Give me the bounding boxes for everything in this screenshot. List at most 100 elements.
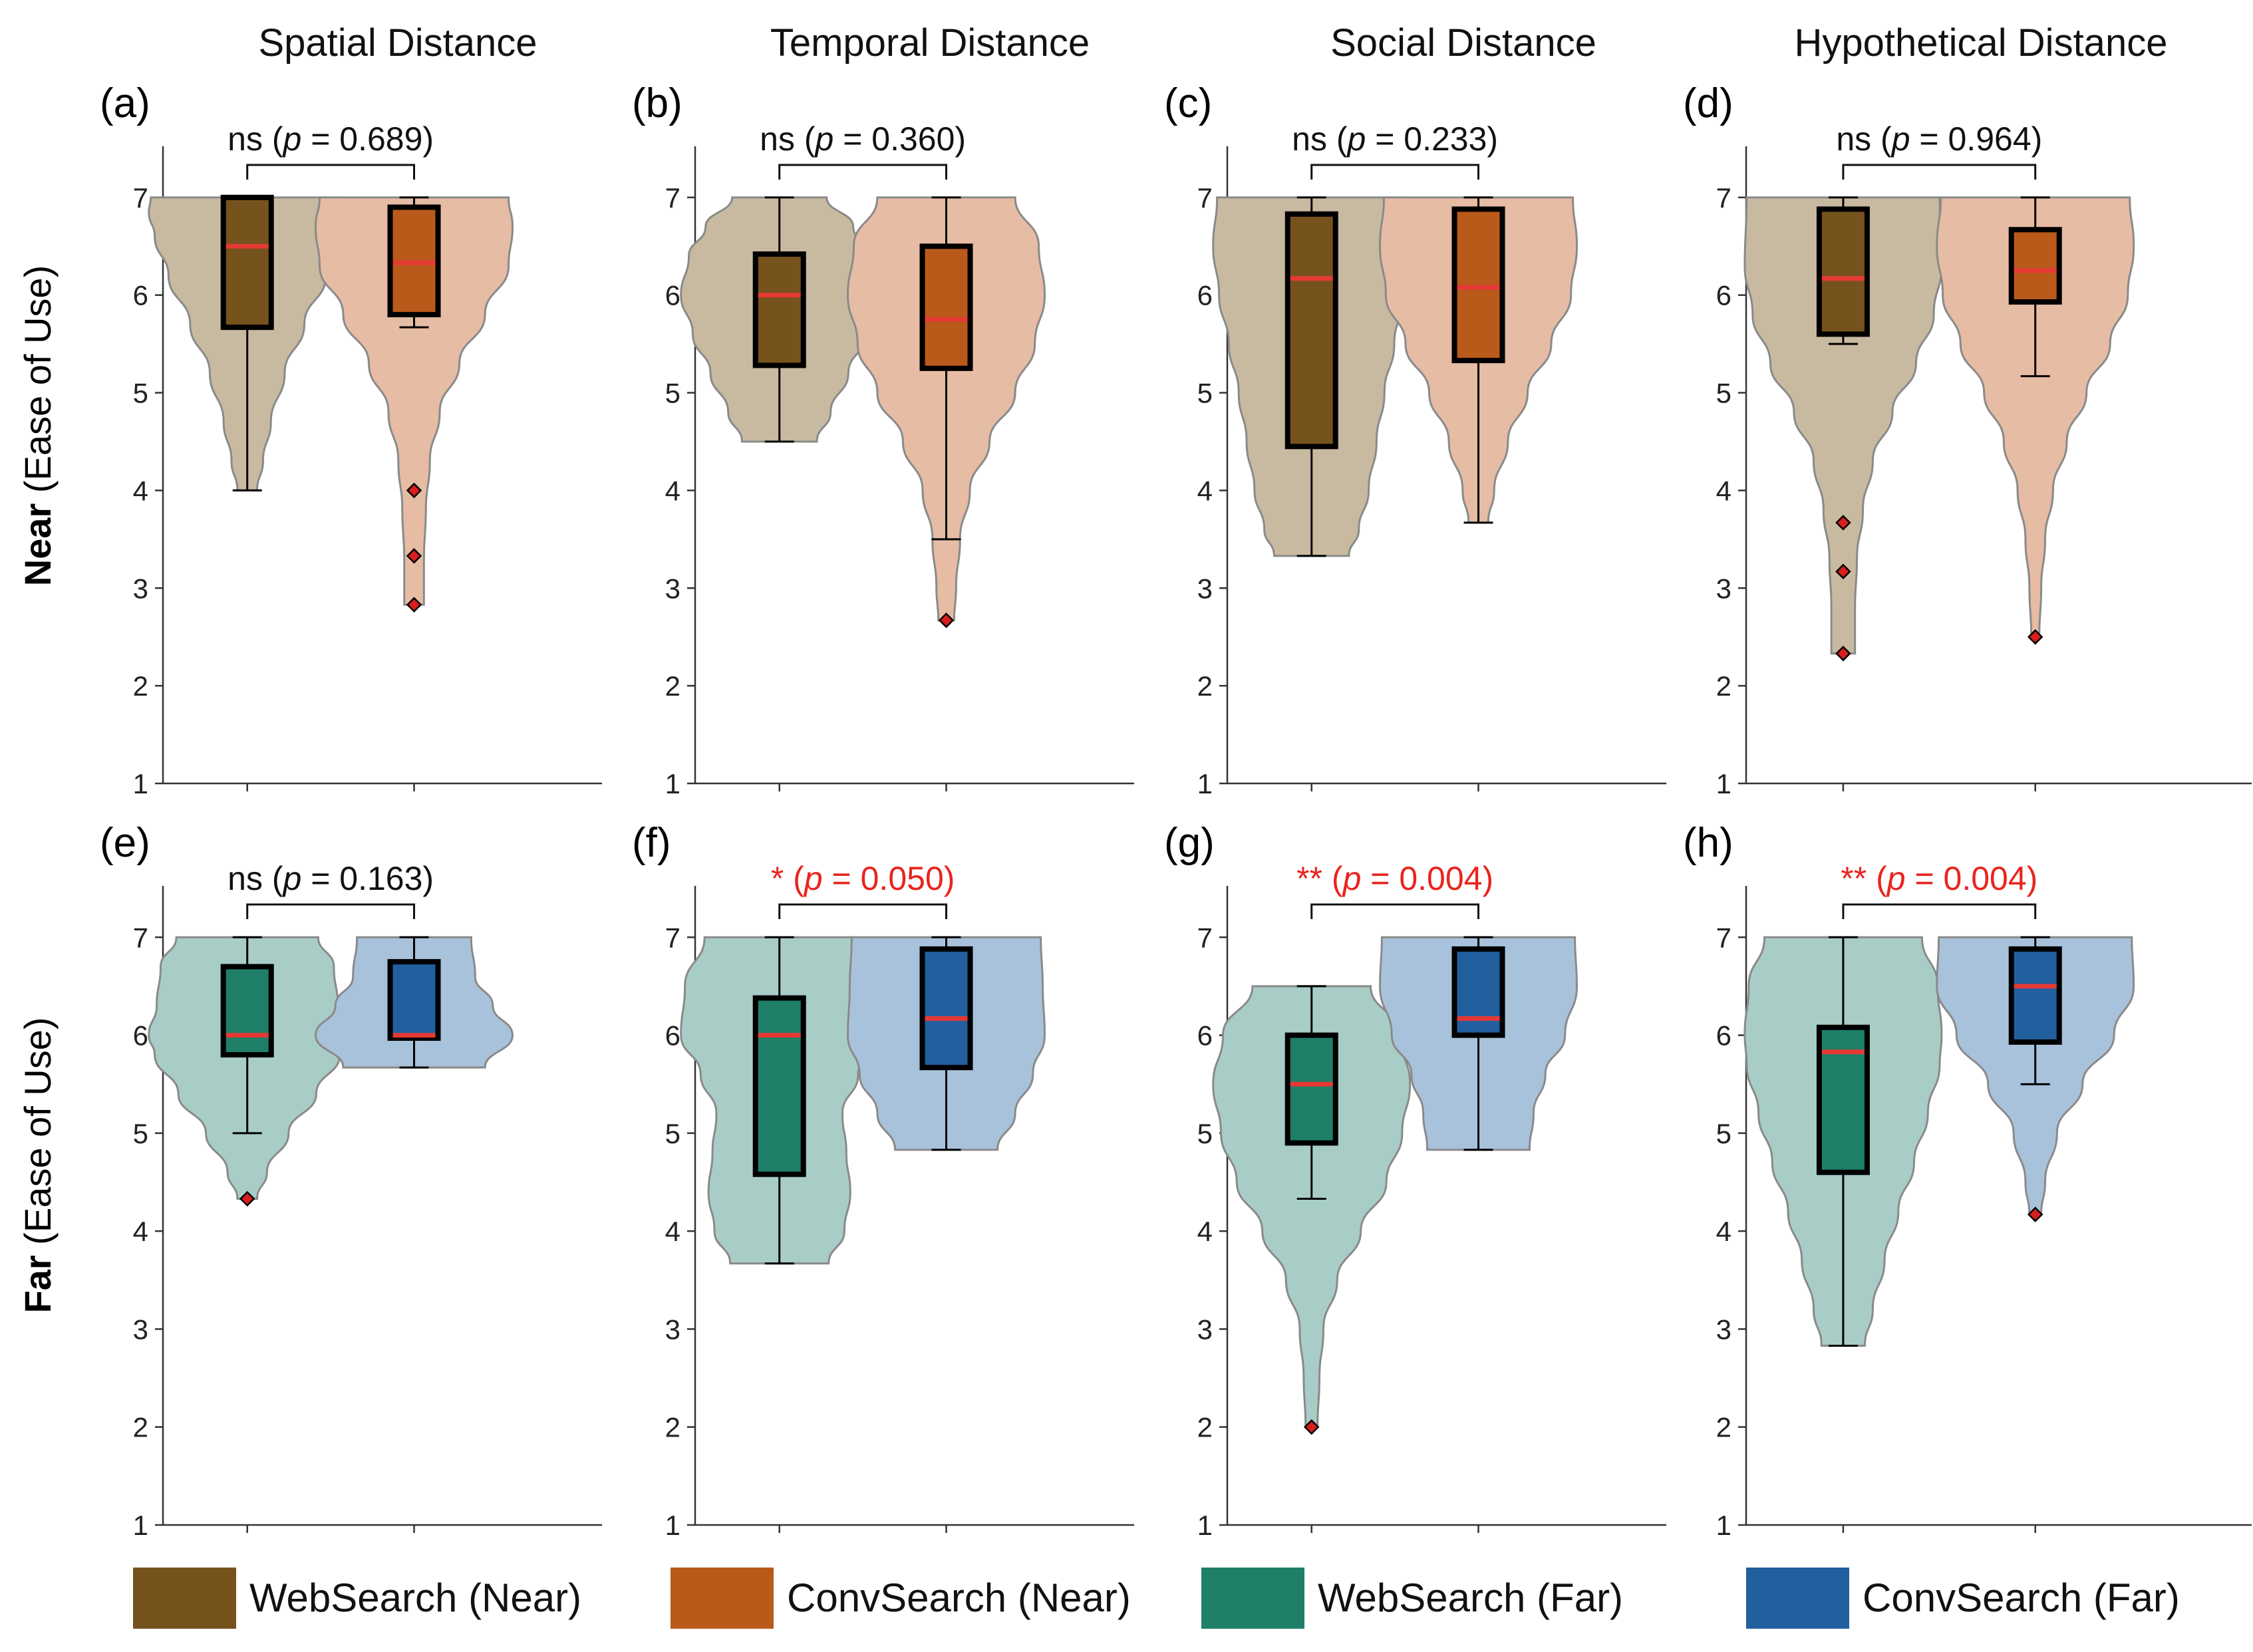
significance-label: ** (p = 0.004) bbox=[1841, 860, 2037, 897]
significance-marker: ns ( bbox=[227, 120, 283, 158]
p-value: = 0.163) bbox=[301, 860, 434, 897]
significance-label: * (p = 0.050) bbox=[771, 860, 955, 897]
panel-b: (b) 1 2 3 4 5 6 7 ns (p = 0.360) bbox=[632, 80, 1134, 799]
significance-bracket bbox=[246, 903, 416, 919]
legend-label: ConvSearch (Near) bbox=[787, 1576, 1131, 1620]
row-label-near: Near (Ease of Use) bbox=[17, 265, 59, 586]
panel-label-g: (g) bbox=[1164, 820, 1215, 866]
y-tick-label: 7 bbox=[1716, 922, 1731, 953]
y-tick-label: 5 bbox=[665, 1118, 680, 1149]
row-label-far-bold: Far bbox=[17, 1255, 59, 1313]
y-tick-label: 3 bbox=[665, 573, 680, 604]
significance-label: ns (p = 0.360) bbox=[760, 120, 966, 158]
y-tick-label: 1 bbox=[665, 1510, 680, 1541]
y-tick-label: 4 bbox=[133, 1216, 148, 1247]
y-tick-label: 2 bbox=[665, 670, 680, 702]
box-convsearch_far bbox=[2008, 946, 2062, 1045]
y-tick-label: 7 bbox=[665, 922, 680, 953]
y-tick-label: 7 bbox=[1197, 922, 1213, 953]
box-websearch_near bbox=[752, 251, 806, 368]
box-convsearch_near bbox=[1451, 206, 1505, 364]
legend-swatch bbox=[1201, 1568, 1304, 1629]
p-value: = 0.360) bbox=[833, 120, 966, 158]
row-label-far: Far (Ease of Use) bbox=[17, 1017, 59, 1313]
box-websearch_near bbox=[220, 194, 274, 331]
panel-g: (g) 1 2 3 4 5 6 7 ** (p = 0.004) bbox=[1164, 820, 1666, 1541]
y-tick-label: 6 bbox=[665, 1020, 680, 1051]
box-websearch_near bbox=[1816, 206, 1870, 337]
significance-marker: ** ( bbox=[1841, 860, 1887, 897]
y-tick-label: 3 bbox=[1197, 573, 1213, 604]
p-value: = 0.689) bbox=[301, 120, 434, 158]
row-label-near-rest: (Ease of Use) bbox=[17, 265, 59, 503]
box-convsearch_far bbox=[1451, 946, 1505, 1038]
violin-group-websearch_far bbox=[148, 936, 347, 1207]
p-value: = 0.050) bbox=[823, 860, 955, 897]
y-tick-label: 2 bbox=[1716, 670, 1731, 702]
legend-label: WebSearch (Near) bbox=[249, 1576, 581, 1620]
panel-h: (h) 1 2 3 4 5 6 7 ** (p = 0.004) bbox=[1683, 820, 2252, 1541]
y-tick-label: 7 bbox=[133, 922, 148, 953]
y-tick-label: 3 bbox=[1716, 1313, 1731, 1345]
violin-group-convsearch_near bbox=[847, 196, 1046, 628]
column-title-hypothetical: Hypothetical Distance bbox=[1795, 21, 2168, 65]
y-tick-label: 6 bbox=[133, 1020, 148, 1051]
box-websearch_near bbox=[1284, 211, 1338, 450]
outlier-point bbox=[406, 548, 422, 564]
outlier-point bbox=[1835, 645, 1851, 662]
legend-label: ConvSearch (Far) bbox=[1863, 1576, 2180, 1620]
box-convsearch_near bbox=[919, 243, 973, 371]
y-tick-label: 1 bbox=[133, 768, 148, 799]
violin-convsearch_near bbox=[1936, 196, 2135, 638]
significance-marker: ns ( bbox=[1292, 120, 1348, 158]
significance-label: ns (p = 0.964) bbox=[1836, 120, 2042, 158]
y-tick-label: 6 bbox=[1197, 280, 1213, 311]
violin-websearch_far bbox=[1212, 985, 1412, 1429]
column-title-social: Social Distance bbox=[1330, 21, 1596, 65]
y-tick-label: 4 bbox=[665, 1216, 680, 1247]
significance-label: ns (p = 0.163) bbox=[227, 860, 434, 897]
violin-group-convsearch_far bbox=[1379, 936, 1578, 1151]
y-tick-label: 5 bbox=[665, 378, 680, 409]
panel-d: (d) 1 2 3 4 5 6 7 ns (p = 0.964) bbox=[1683, 80, 2252, 799]
p-value: = 0.004) bbox=[1906, 860, 2038, 897]
y-tick-label: 4 bbox=[1197, 1216, 1213, 1247]
y-tick-label: 6 bbox=[1716, 280, 1731, 311]
outlier-point bbox=[938, 612, 955, 628]
box-websearch_far bbox=[1816, 1024, 1870, 1175]
significance-bracket bbox=[1310, 903, 1480, 919]
significance-marker: ns ( bbox=[1836, 120, 1892, 158]
y-tick-label: 3 bbox=[133, 573, 148, 604]
legend-item: ConvSearch (Near) bbox=[671, 1568, 1131, 1629]
p-symbol: p bbox=[1346, 120, 1366, 158]
row-label-far-rest: (Ease of Use) bbox=[17, 1017, 59, 1255]
y-tick-label: 5 bbox=[1197, 1118, 1213, 1149]
panel-f: (f) 1 2 3 4 5 6 7 * (p = 0.050) bbox=[632, 820, 1134, 1541]
y-tick-label: 1 bbox=[133, 1510, 148, 1541]
p-symbol: p bbox=[282, 860, 302, 897]
y-tick-label: 7 bbox=[133, 182, 148, 213]
y-tick-label: 5 bbox=[1716, 378, 1731, 409]
legend-swatch bbox=[133, 1568, 236, 1629]
y-tick-label: 2 bbox=[665, 1412, 680, 1443]
violin-websearch_near bbox=[1743, 196, 1943, 655]
significance-bracket bbox=[246, 164, 416, 180]
legend-label: WebSearch (Far) bbox=[1318, 1576, 1623, 1620]
y-tick-label: 3 bbox=[1197, 1313, 1213, 1345]
significance-bracket bbox=[778, 164, 948, 180]
panel-label-f: (f) bbox=[632, 820, 671, 866]
p-value: = 0.004) bbox=[1361, 860, 1493, 897]
p-value: = 0.233) bbox=[1366, 120, 1498, 158]
y-tick-label: 1 bbox=[1716, 1510, 1731, 1541]
column-title-temporal: Temporal Distance bbox=[770, 21, 1090, 65]
box-convsearch_near bbox=[2008, 227, 2062, 305]
panel-a: (a) 1 2 3 4 5 6 7 ns (p = 0.689) bbox=[100, 80, 602, 799]
legend-swatch bbox=[671, 1568, 774, 1629]
y-tick-label: 5 bbox=[133, 378, 148, 409]
box-websearch_far bbox=[1284, 1032, 1338, 1146]
panel-label-c: (c) bbox=[1164, 80, 1212, 126]
violin-group-websearch_near bbox=[1743, 196, 1943, 662]
y-tick-label: 3 bbox=[665, 1313, 680, 1345]
